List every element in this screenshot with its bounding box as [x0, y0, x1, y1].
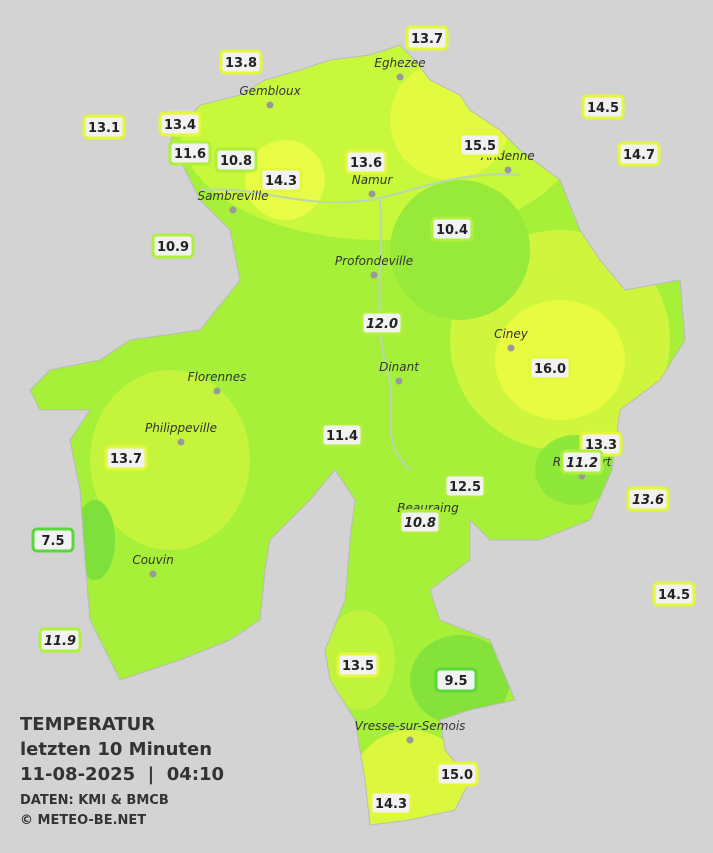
station-value: 11.4: [326, 429, 358, 444]
title-line: 11-08-2025 | 04:10: [20, 764, 224, 785]
station-value: 13.6: [350, 156, 382, 171]
station-value: 13.3: [585, 438, 617, 453]
station-box: [434, 667, 478, 693]
station-value: 10.9: [157, 240, 189, 255]
station-value: 10.4: [436, 223, 468, 238]
station-box: [652, 581, 696, 607]
station-box: [435, 761, 479, 787]
station-value: 15.0: [441, 768, 473, 783]
station-box: [336, 652, 380, 678]
town-name: Profondeville: [335, 254, 413, 268]
station-value: 11.2: [566, 456, 598, 471]
station-box: [31, 527, 75, 553]
title-block: TEMPERATUR letzten 10 Minuten 11-08-2025 |…: [20, 714, 224, 828]
source-line: © METEO-BE.NET: [20, 813, 146, 828]
town-name: Eghezee: [374, 56, 425, 70]
station-value: 15.5: [464, 139, 496, 154]
station-value: 13.1: [88, 121, 120, 136]
station-box: [219, 49, 263, 75]
town-name: Vresse-sur-Semois: [355, 719, 466, 733]
town-name: Couvin: [132, 553, 173, 567]
town-dot: [396, 73, 404, 81]
source-line: DATEN: KMI & BMCB: [20, 793, 169, 808]
station-box: [214, 147, 258, 173]
station-box: [617, 141, 661, 167]
station-box: [581, 94, 625, 120]
town-name: Dinant: [379, 360, 420, 374]
station-value: 12.0: [366, 317, 398, 332]
town-dot: [266, 101, 274, 109]
station-value: 11.6: [174, 147, 206, 162]
town-dot: [370, 271, 378, 279]
station-value: 14.3: [375, 797, 407, 812]
station-box: [369, 790, 413, 816]
town-name: Philippeville: [145, 421, 217, 435]
station-value: 12.5: [449, 480, 481, 495]
rivers: [199, 173, 521, 471]
station-box: [528, 355, 572, 381]
town-name: Namur: [352, 173, 394, 187]
station-value: 13.6: [632, 493, 664, 508]
station-value: 13.7: [411, 32, 443, 47]
station-box: [405, 25, 449, 51]
station-box: [104, 445, 148, 471]
title-line: TEMPERATUR: [20, 714, 155, 735]
station-box: [38, 627, 82, 653]
station-value: 13.8: [225, 56, 257, 71]
town-dot: [368, 190, 376, 198]
town-dot: [395, 377, 403, 385]
town-name: Gembloux: [239, 84, 301, 98]
town-dot: [504, 166, 512, 174]
town-name: Ciney: [494, 327, 529, 341]
station-value: 14.5: [587, 101, 619, 116]
town-dot: [177, 438, 185, 446]
station-value: 7.5: [41, 534, 64, 549]
station-box: [158, 111, 202, 137]
station-box: [168, 140, 212, 166]
town-dot: [149, 570, 157, 578]
station-value: 13.7: [110, 452, 142, 467]
town-dot: [406, 736, 414, 744]
station-box: [626, 486, 670, 512]
station-box: [320, 422, 364, 448]
station-value: 14.5: [658, 588, 690, 603]
station-box: [82, 114, 126, 140]
station-box: [360, 310, 404, 336]
station-box: [430, 216, 474, 242]
station-value: 9.5: [444, 674, 467, 689]
station-value: 13.5: [342, 659, 374, 674]
station-value: 11.9: [44, 634, 76, 649]
station-box: [560, 449, 604, 475]
station-value: 14.7: [623, 148, 655, 163]
station-box: [398, 509, 442, 535]
station-box: [458, 132, 502, 158]
town-dot: [507, 344, 515, 352]
station-value: 13.4: [164, 118, 196, 133]
title-line: letzten 10 Minuten: [20, 739, 212, 760]
station-value: 16.0: [534, 362, 566, 377]
town-dot: [213, 387, 221, 395]
town-dot: [229, 206, 237, 214]
station-value: 10.8: [220, 154, 252, 169]
station-value: 14.3: [265, 174, 297, 189]
station-box: [259, 167, 303, 193]
town-name: Sambreville: [197, 189, 268, 203]
station-box: [151, 233, 195, 259]
station-box: [344, 149, 388, 175]
station-box: [443, 473, 487, 499]
station-value: 10.8: [404, 516, 436, 531]
town-name: Florennes: [188, 370, 247, 384]
